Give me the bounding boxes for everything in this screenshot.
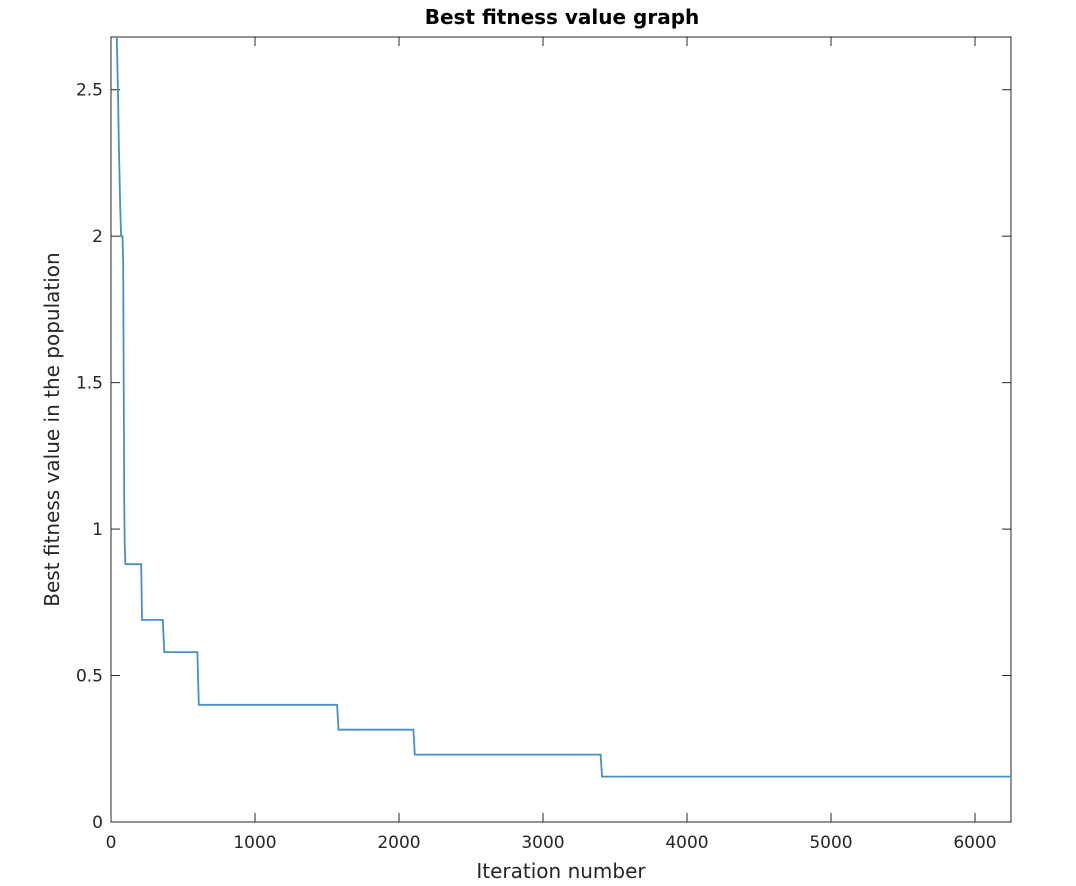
y-tick-label: 2.5 xyxy=(76,81,103,101)
plot-frame xyxy=(110,36,1012,823)
x-tick-label: 4000 xyxy=(665,833,708,853)
x-tick-label: 5000 xyxy=(809,833,852,853)
y-tick-label: 1.5 xyxy=(76,374,103,394)
y-tick-label: 1 xyxy=(92,520,103,540)
x-tick-label: 2000 xyxy=(377,833,420,853)
y-tick-label: 0.5 xyxy=(76,667,103,687)
y-axis-label: Best fitness value in the population xyxy=(40,252,64,606)
x-axis-label: Iteration number xyxy=(476,859,646,883)
x-tick-label: 3000 xyxy=(521,833,564,853)
y-tick-label: 0 xyxy=(92,813,103,833)
chart-title: Best fitness value graph xyxy=(425,5,700,29)
y-tick-label: 2 xyxy=(92,227,103,247)
x-tick-label: 0 xyxy=(106,833,117,853)
x-tick-label: 6000 xyxy=(953,833,996,853)
x-tick-label: 1000 xyxy=(233,833,276,853)
fitness-series-line-0 xyxy=(115,36,1011,778)
axis-ticks: 0 1000 2000 3000 4000 5000 6000 0 0.5 1 1.5 2 2.5 xyxy=(76,37,1011,853)
series-layer xyxy=(115,36,1011,778)
